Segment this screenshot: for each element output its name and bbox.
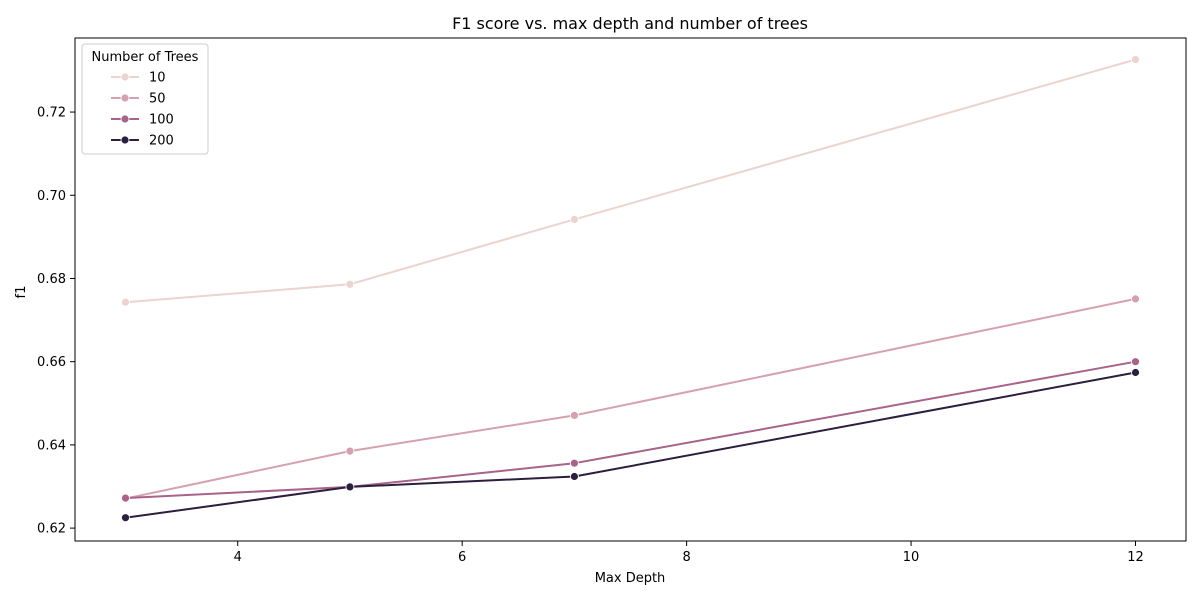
legend-item: 50 bbox=[111, 92, 166, 107]
legend-marker bbox=[120, 72, 130, 82]
plot-frame bbox=[74, 37, 1187, 542]
y-tick-label: 0.72 bbox=[37, 106, 66, 121]
chart-title: F1 score vs. max depth and number of tre… bbox=[452, 14, 808, 33]
series-line bbox=[125, 58, 1136, 304]
plot-series bbox=[121, 55, 1140, 523]
y-tick-label: 0.62 bbox=[37, 522, 66, 537]
axes: 4 6 8 10 12 0.62 0.64 0.66 0.68 0.70 0.72 bbox=[37, 37, 1187, 565]
data-point bbox=[570, 410, 579, 420]
legend: Number of Trees 10 50 100 200 bbox=[81, 43, 209, 155]
y-tick-label: 0.68 bbox=[37, 272, 66, 287]
data-point bbox=[570, 472, 579, 481]
legend-title: Number of Trees bbox=[92, 50, 199, 65]
legend-marker bbox=[120, 93, 130, 103]
data-point bbox=[121, 297, 130, 307]
data-point bbox=[345, 482, 355, 492]
x-axis-label: Max Depth bbox=[595, 571, 666, 586]
legend-box bbox=[81, 43, 209, 155]
legend-item: 10 bbox=[111, 71, 166, 86]
series-line bbox=[125, 360, 1136, 500]
legend-marker bbox=[120, 114, 130, 124]
x-tick-label: 10 bbox=[903, 550, 920, 565]
data-point bbox=[345, 446, 355, 456]
data-point bbox=[570, 214, 579, 224]
series-line bbox=[125, 371, 1136, 519]
legend-label: 50 bbox=[149, 92, 166, 107]
data-point bbox=[1131, 294, 1140, 304]
data-point bbox=[570, 458, 579, 468]
y-tick-label: 0.66 bbox=[37, 355, 66, 370]
data-point bbox=[1131, 357, 1140, 367]
legend-label: 200 bbox=[149, 134, 174, 149]
legend-label: 10 bbox=[149, 71, 166, 86]
series-200 bbox=[121, 368, 1140, 523]
data-point bbox=[121, 493, 130, 503]
data-point bbox=[1131, 368, 1140, 377]
legend-marker bbox=[120, 135, 130, 145]
x-tick-label: 8 bbox=[682, 550, 690, 565]
x-tick-label: 12 bbox=[1127, 550, 1144, 565]
legend-item: 200 bbox=[111, 134, 174, 149]
legend-item: 100 bbox=[111, 113, 174, 128]
data-point bbox=[345, 279, 355, 289]
series-line bbox=[125, 297, 1136, 500]
y-axis-label: f1 bbox=[14, 286, 29, 299]
series-10 bbox=[121, 55, 1140, 307]
legend-label: 100 bbox=[149, 113, 174, 128]
x-tick-label: 6 bbox=[458, 550, 466, 565]
data-point bbox=[121, 513, 130, 523]
data-point bbox=[1131, 55, 1140, 64]
y-tick-label: 0.64 bbox=[37, 438, 66, 453]
y-tick-label: 0.70 bbox=[37, 189, 66, 204]
x-tick-label: 4 bbox=[234, 550, 242, 565]
